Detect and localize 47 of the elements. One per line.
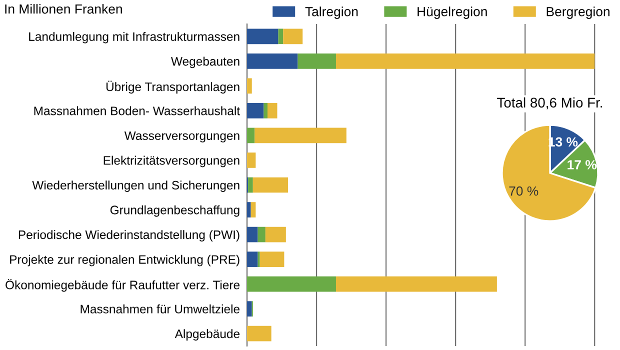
y-tick-label: Alpgebäude (174, 329, 240, 341)
legend-label: Hügelregion (418, 6, 487, 19)
bar (248, 177, 253, 193)
bar (247, 202, 251, 218)
bar (247, 78, 252, 94)
y-tick-label: Projekte zur regionalen Entwicklung (PRE) (10, 254, 240, 266)
legend-label: Bergregion (546, 6, 610, 19)
pie-slice (501, 124, 596, 222)
bar (298, 53, 336, 69)
text: In Millionen Franken (5, 4, 122, 14)
y-tick-label: Periodische Wiederinstandstellung (PWI) (18, 230, 240, 242)
bar (250, 202, 256, 218)
bar (258, 226, 266, 242)
y-tick-label: Massnahmen Boden- Wasserhaushalt (34, 106, 240, 116)
bar (247, 326, 272, 342)
bar (283, 28, 303, 44)
data-label: 70 % (509, 186, 538, 196)
bar (252, 177, 288, 193)
bar (247, 276, 336, 292)
y-tick-label: Wasserversorgungen (124, 131, 240, 142)
y-tick-label: Wiederherstellungen und Sicherungen (32, 180, 240, 192)
y-tick-label: Elektrizitätsversorgungen (104, 156, 240, 168)
y-tick-label: Wegebauten (171, 56, 240, 68)
y-tick-label: Ökonomiegebäude für Raufutter verz. Tiere (6, 278, 240, 292)
bar (247, 252, 258, 267)
bar (247, 103, 264, 118)
bar (247, 152, 256, 168)
bar (278, 28, 284, 44)
bar (247, 128, 255, 144)
bar (247, 301, 252, 317)
data-label: 17 % (568, 160, 597, 170)
bar (247, 226, 258, 242)
chart-title: Total 80,6 Mio Fr. (497, 97, 602, 110)
bar (247, 53, 298, 69)
y-tick-label: Übrige Transportanlagen (106, 80, 240, 94)
bar (264, 103, 268, 118)
bar (336, 276, 497, 292)
bar (247, 28, 278, 44)
legend-label: Talregion (305, 6, 358, 19)
y-tick-label: Massnahmen für Umweltziele (80, 304, 240, 314)
y-tick-label: Landumlegung mit Infrastrukturmassen (29, 32, 240, 44)
bar (254, 128, 346, 144)
y-tick-label: Grundlagenbeschaffung (110, 205, 240, 217)
bar (268, 103, 278, 118)
bar (260, 252, 284, 267)
bar (336, 53, 595, 69)
bar (265, 226, 286, 242)
